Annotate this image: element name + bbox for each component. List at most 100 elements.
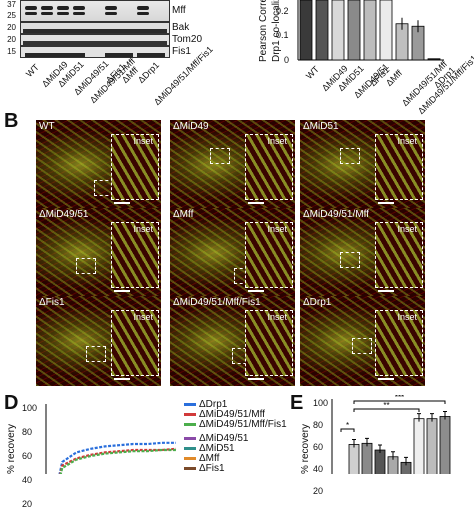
scale-bar xyxy=(114,202,130,204)
micrograph-tile: ΔDrp1 Inset xyxy=(300,296,425,386)
bar xyxy=(299,0,313,61)
bar xyxy=(413,418,425,474)
line-chart-d xyxy=(45,404,177,474)
inset-label: Inset xyxy=(267,224,287,234)
y-tick-label: 80 xyxy=(22,427,33,437)
blot-label-mff: Mff xyxy=(172,5,186,16)
scale-bar xyxy=(378,290,394,292)
inset-box xyxy=(375,310,423,376)
mw-marker: 15 xyxy=(7,47,16,56)
y-tick-label: 0.2 xyxy=(276,6,289,16)
y-tick-label: 60 xyxy=(22,451,33,461)
error-bar xyxy=(443,410,447,420)
legend-label: ΔMff xyxy=(199,453,220,464)
bar-label: WT xyxy=(304,64,321,82)
legend-item: ΔMiD49/51/Mff xyxy=(184,410,265,420)
panel-d-ylabel: % recovery xyxy=(6,423,17,474)
legend-swatch xyxy=(184,466,196,470)
blot-bands-mff xyxy=(25,6,149,15)
panel-e-ylabel: % recovery xyxy=(300,423,311,474)
roi-box xyxy=(340,148,360,164)
y-tick-label: 20 xyxy=(22,499,33,509)
tile-title: ΔMiD51 xyxy=(303,121,339,132)
blot-label-fis1: Fis1 xyxy=(172,46,191,57)
error-bar xyxy=(365,437,369,447)
legend-swatch xyxy=(184,456,196,460)
mw-marker: 20 xyxy=(7,35,16,44)
legend-item: ΔMiD49/51 xyxy=(184,434,248,444)
legend-swatch xyxy=(184,422,196,426)
roi-box xyxy=(210,148,230,164)
error-bar xyxy=(378,444,382,454)
roi-box xyxy=(352,338,372,354)
scale-bar xyxy=(248,202,264,204)
micrograph-tile: WT Inset xyxy=(36,120,161,210)
bar xyxy=(315,0,329,61)
blot-row-tom20 xyxy=(20,34,170,46)
inset-box xyxy=(111,310,159,376)
bar xyxy=(439,416,451,474)
bar xyxy=(427,58,441,61)
y-tick-label: 40 xyxy=(22,475,33,485)
significance-mark: ** xyxy=(383,401,389,410)
error-bar xyxy=(430,413,434,422)
scale-bar xyxy=(248,378,264,380)
bar xyxy=(426,418,438,474)
legend-label: ΔFis1 xyxy=(199,463,225,474)
tile-title: ΔDrp1 xyxy=(303,297,332,308)
tile-title: ΔMiD49/51/Mff/Fis1 xyxy=(173,297,261,308)
y-tick-label: 20 xyxy=(313,486,324,496)
tile-title: WT xyxy=(39,121,55,132)
inset-label: Inset xyxy=(133,224,153,234)
bar-chart-e: ****** xyxy=(331,395,451,474)
y-tick-label: 40 xyxy=(313,464,324,474)
inset-label: Inset xyxy=(397,224,417,234)
legend-label: ΔMiD49/51 xyxy=(199,433,249,444)
micrograph-tile: ΔMiD51 Inset xyxy=(300,120,425,210)
error-bar xyxy=(352,438,356,448)
micrograph-tile: ΔMiD49/51/Mff/Fis1 Inset xyxy=(170,296,295,386)
scale-bar xyxy=(378,202,394,204)
significance-bracket xyxy=(353,408,420,412)
bar xyxy=(361,442,373,474)
axis-title-y-line1: Pearson Correl xyxy=(258,0,269,62)
tile-title: ΔMiD49 xyxy=(173,121,209,132)
inset-box xyxy=(245,134,293,200)
western-blot xyxy=(20,0,170,58)
bar xyxy=(374,449,386,474)
y-tick-label: 100 xyxy=(22,403,38,413)
blot-row-mff xyxy=(20,0,170,22)
legend-label: ΔMiD51 xyxy=(199,443,235,454)
legend-swatch xyxy=(184,402,196,406)
legend-label: ΔMiD49/51/Mff xyxy=(199,409,265,420)
micrograph-tile: ΔMff Inset xyxy=(170,208,295,298)
tile-title: ΔMiD49/51 xyxy=(39,209,89,220)
panel-letter-e: E xyxy=(290,392,304,414)
y-tick-label: 0.1 xyxy=(276,30,289,40)
legend-item: ΔMff xyxy=(184,454,219,464)
lane-label: ΔDrp1 xyxy=(136,59,162,86)
y-tick-label: 60 xyxy=(313,442,324,452)
significance-mark: * xyxy=(346,421,349,430)
bar xyxy=(331,0,345,61)
series-line xyxy=(59,447,177,474)
blot-bands-fis1 xyxy=(25,53,165,57)
blot-row-bak xyxy=(20,22,170,34)
inset-label: Inset xyxy=(397,136,417,146)
series-line xyxy=(59,448,176,474)
blot-label-tom20: Tom20 xyxy=(172,34,203,45)
inset-box xyxy=(111,134,159,200)
micrograph-tile: ΔMiD49/51 Inset xyxy=(36,208,161,298)
inset-label: Inset xyxy=(267,312,287,322)
series-line xyxy=(58,441,176,474)
lane-label: WT xyxy=(24,62,41,80)
error-bar xyxy=(404,456,408,466)
blot-label-bak: Bak xyxy=(172,22,190,33)
blot-row-fis1 xyxy=(20,46,170,58)
legend-item: ΔDrp1 xyxy=(184,400,227,410)
legend-swatch xyxy=(184,436,196,440)
mw-marker: 20 xyxy=(7,23,16,32)
tile-title: ΔFis1 xyxy=(39,297,65,308)
legend-item: ΔFis1 xyxy=(184,464,225,474)
scale-bar xyxy=(378,378,394,380)
